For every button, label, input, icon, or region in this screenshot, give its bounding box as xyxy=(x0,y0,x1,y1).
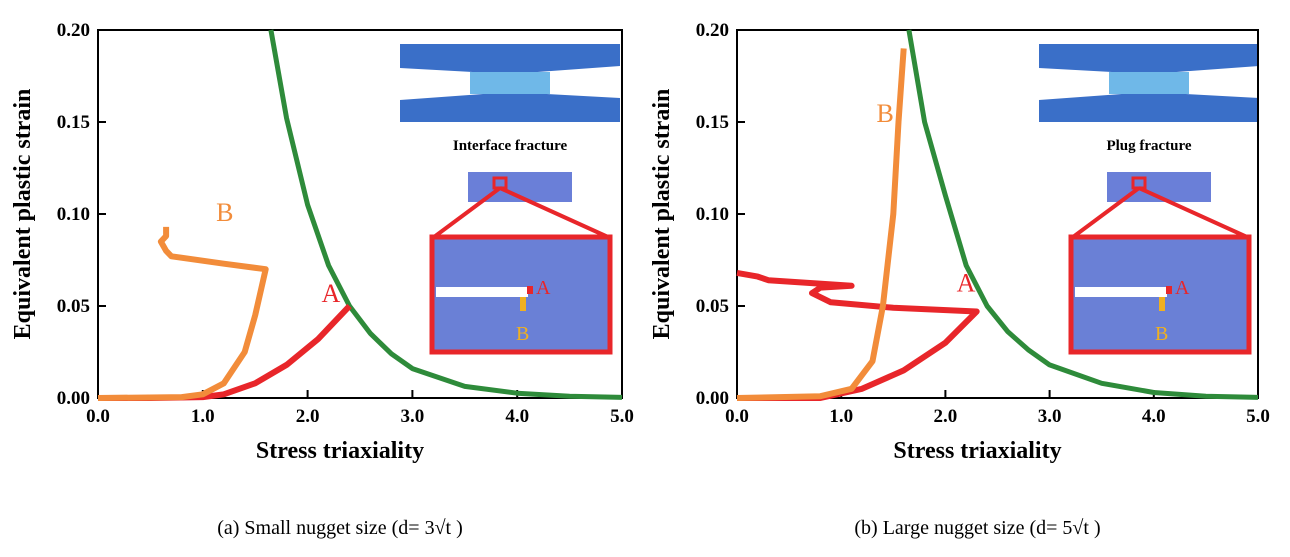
inset-plate xyxy=(400,44,620,74)
inset-label-b: B xyxy=(516,323,529,345)
y-tick-label: 0.05 xyxy=(696,296,729,317)
y-axis-label: Equivalent plastic strain xyxy=(10,89,36,340)
series-label: B xyxy=(216,198,233,227)
x-axis-label: Stress triaxiality xyxy=(893,438,1061,464)
inset-plate xyxy=(1039,44,1259,74)
inset-plate xyxy=(1039,92,1259,122)
x-tick-label: 2.0 xyxy=(296,406,320,427)
x-tick-label: 3.0 xyxy=(1038,406,1062,427)
panel: Interface fracture A B 0.0 1.0 2.0 3.0 4.0 5.0 0.… xyxy=(10,20,634,539)
inset-label-a: A xyxy=(1175,277,1190,299)
x-tick-label: 4.0 xyxy=(1142,406,1166,427)
series-line xyxy=(736,48,907,401)
series-label: B xyxy=(877,99,894,128)
series-line xyxy=(268,29,623,400)
inset-crack xyxy=(1075,287,1167,297)
y-tick-label: 0.10 xyxy=(57,204,90,225)
inset-pt-b xyxy=(1159,297,1165,311)
inset-title: Interface fracture xyxy=(453,138,568,154)
x-axis-label: Stress triaxiality xyxy=(256,438,424,464)
series-line xyxy=(736,269,980,401)
series-line xyxy=(97,226,269,401)
y-axis-label: Equivalent plastic strain xyxy=(649,89,675,340)
caption: (a) Small nugget size (d= 3√t ) xyxy=(217,517,463,539)
x-tick-label: 4.0 xyxy=(505,406,529,427)
inset-pt-a xyxy=(1166,286,1172,294)
inset-callout xyxy=(1071,186,1248,239)
x-tick-label: 3.0 xyxy=(401,406,425,427)
x-tick-label: 5.0 xyxy=(1246,406,1270,427)
y-tick-label: 0.15 xyxy=(57,112,90,133)
y-tick-label: 0.00 xyxy=(57,388,90,409)
panel: Plug fracture A B 0.0 1.0 2.0 3.0 4.0 5.0 0.00 0.0… xyxy=(649,20,1270,539)
inset-pt-b xyxy=(520,297,526,311)
y-tick-label: 0.10 xyxy=(696,204,729,225)
y-tick-label: 0.05 xyxy=(57,296,90,317)
inset-callout xyxy=(432,186,609,239)
inset-title: Plug fracture xyxy=(1106,138,1191,154)
x-tick-label: 1.0 xyxy=(191,406,215,427)
series-label: A xyxy=(957,269,976,298)
series-line xyxy=(906,29,1259,400)
inset-label-a: A xyxy=(536,277,551,299)
inset-pt-a xyxy=(527,286,533,294)
inset-weld xyxy=(1109,72,1189,94)
x-tick-label: 5.0 xyxy=(610,406,634,427)
y-tick-label: 0.20 xyxy=(696,20,729,41)
inset-crack xyxy=(436,287,528,297)
y-tick-label: 0.20 xyxy=(57,20,90,41)
inset-weld xyxy=(470,72,550,94)
caption: (b) Large nugget size (d= 5√t ) xyxy=(854,517,1100,539)
x-tick-label: 2.0 xyxy=(934,406,958,427)
x-tick-label: 0.0 xyxy=(725,406,749,427)
y-tick-label: 0.15 xyxy=(696,112,729,133)
y-tick-label: 0.00 xyxy=(696,388,729,409)
inset-label-b: B xyxy=(1155,323,1168,345)
inset-plate xyxy=(400,92,620,122)
x-tick-label: 0.0 xyxy=(86,406,110,427)
x-tick-label: 1.0 xyxy=(829,406,853,427)
series-label: A xyxy=(322,279,341,308)
